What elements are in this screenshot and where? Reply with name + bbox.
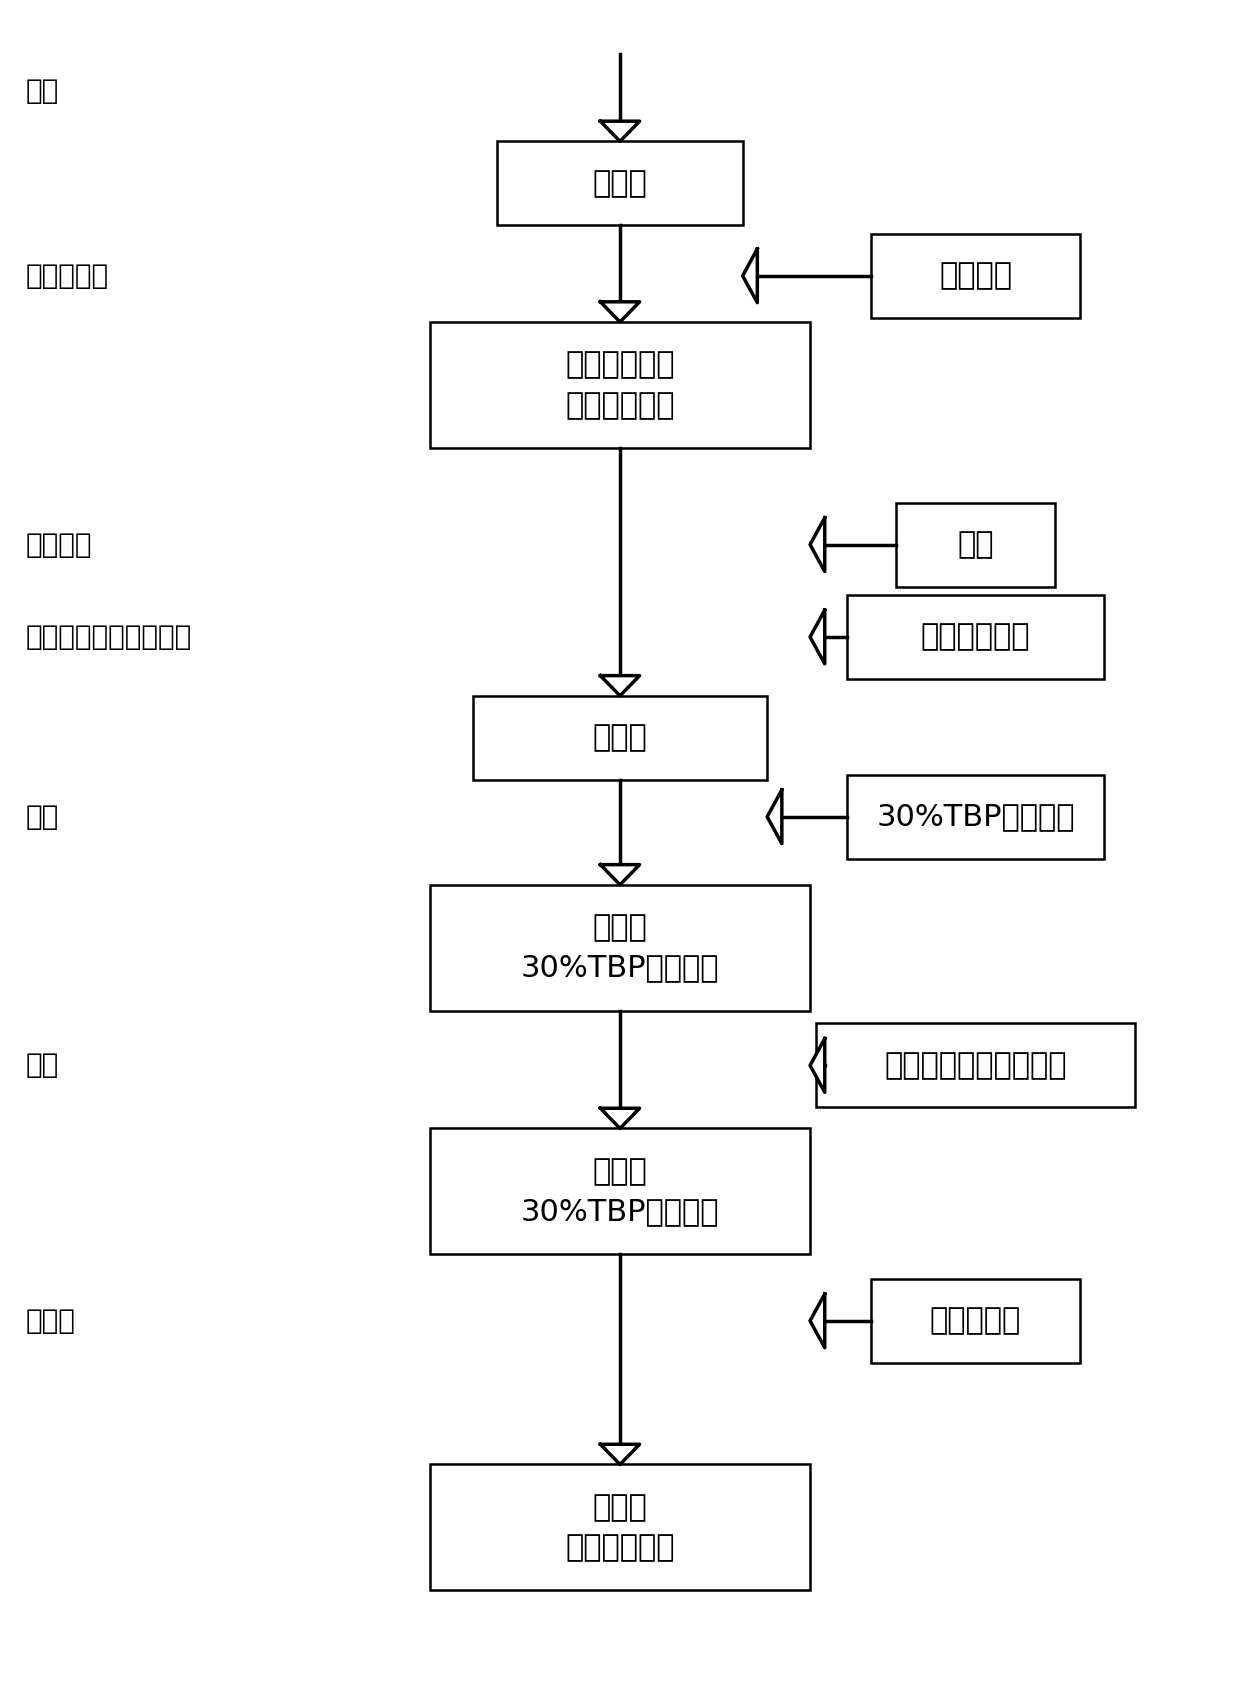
Text: 核纯级
硝酸铀酰溶液: 核纯级 硝酸铀酰溶液: [565, 1492, 675, 1562]
Bar: [895, 503, 1055, 586]
Polygon shape: [600, 676, 640, 696]
Bar: [430, 884, 810, 1011]
Bar: [847, 774, 1105, 859]
Bar: [430, 322, 810, 447]
Polygon shape: [810, 1294, 825, 1348]
Text: 硝酸、硝酸铝混合溶液: 硝酸、硝酸铝混合溶液: [884, 1050, 1066, 1079]
Text: 硝酸溶解: 硝酸溶解: [25, 530, 92, 559]
Bar: [872, 234, 1080, 318]
Text: 氟化渣: 氟化渣: [593, 169, 647, 198]
Polygon shape: [600, 864, 640, 884]
Text: 溶解液: 溶解液: [593, 723, 647, 752]
Bar: [497, 141, 743, 225]
Text: 九水合硝酸铝: 九水合硝酸铝: [921, 622, 1030, 652]
Polygon shape: [600, 1108, 640, 1128]
Bar: [847, 595, 1105, 679]
Bar: [872, 1279, 1080, 1362]
Text: 反萃取: 反萃取: [25, 1306, 76, 1335]
Polygon shape: [768, 789, 782, 844]
Text: 去离子水: 去离子水: [939, 261, 1012, 290]
Text: 硝酸铝掰除氟离子效应: 硝酸铝掰除氟离子效应: [25, 623, 192, 650]
Bar: [816, 1023, 1135, 1108]
Bar: [430, 1128, 810, 1255]
Bar: [430, 1464, 810, 1591]
Polygon shape: [600, 1445, 640, 1464]
Text: 备料: 备料: [25, 76, 58, 105]
Polygon shape: [810, 610, 825, 664]
Bar: [472, 696, 768, 779]
Text: 硝酸: 硝酸: [957, 530, 993, 559]
Text: 四氟化铀固体
氟化铀酰溶液: 四氟化铀固体 氟化铀酰溶液: [565, 351, 675, 420]
Polygon shape: [600, 302, 640, 322]
Text: 氟化渣水解: 氟化渣水解: [25, 263, 108, 290]
Polygon shape: [600, 122, 640, 141]
Polygon shape: [810, 518, 825, 571]
Text: 洗涤后
30%TBP煤油试剂: 洗涤后 30%TBP煤油试剂: [521, 1157, 719, 1226]
Text: 稀硝酸溶液: 稀硝酸溶液: [930, 1306, 1022, 1335]
Polygon shape: [743, 249, 758, 303]
Text: 萃取后
30%TBP煤油试剂: 萃取后 30%TBP煤油试剂: [521, 913, 719, 983]
Polygon shape: [810, 1038, 825, 1093]
Text: 洗涤: 洗涤: [25, 1052, 58, 1079]
Text: 30%TBP煤油试剂: 30%TBP煤油试剂: [877, 803, 1075, 832]
Text: 萃取: 萃取: [25, 803, 58, 830]
